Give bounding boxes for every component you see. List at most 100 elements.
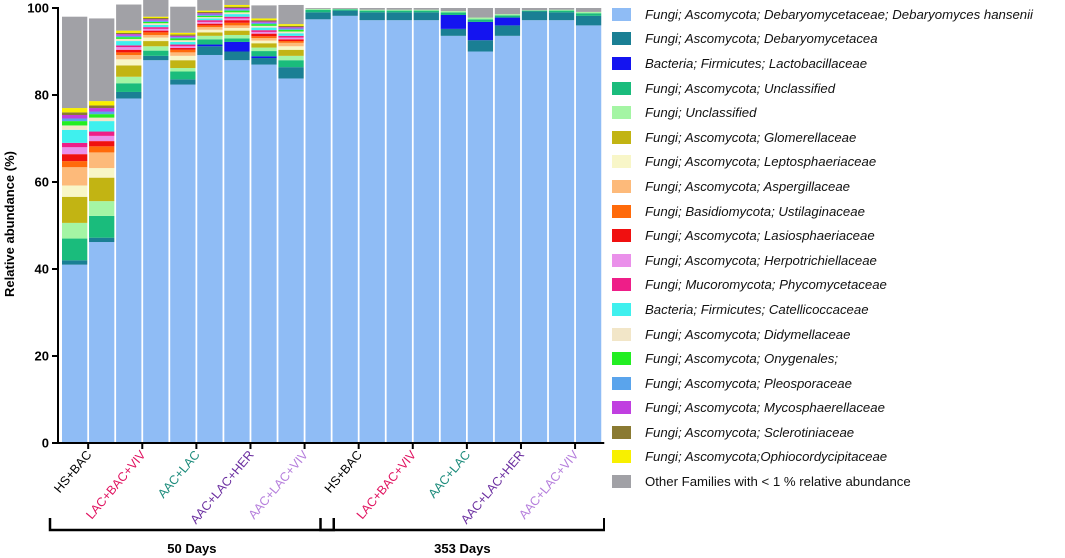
- bar-segment: [170, 32, 196, 35]
- bar-segment: [305, 19, 331, 444]
- bar-segment: [197, 44, 223, 47]
- bar-segment: [62, 129, 88, 143]
- bar-segment: [224, 4, 250, 7]
- bar-segment: [62, 118, 88, 122]
- bar-segment: [251, 33, 277, 37]
- bar-segment: [116, 45, 142, 48]
- bar-segment: [116, 38, 142, 42]
- x-tick-label: HS+BAC: [51, 448, 94, 496]
- legend-item: Fungi; Ascomycota; Mycosphaerellaceae: [612, 396, 1062, 421]
- legend-label: Fungi; Ascomycota;Ophiocordycipitaceae: [645, 449, 888, 465]
- bar-column: [332, 8, 358, 444]
- bar-segment: [251, 51, 277, 57]
- legend-label: Fungi; Ascomycota; Lasiosphaeriaceae: [645, 228, 875, 244]
- bar-segment: [89, 242, 115, 443]
- bar-segment: [116, 59, 142, 66]
- bar-segment: [170, 40, 196, 42]
- bar-segment: [278, 29, 304, 32]
- bar-segment: [278, 49, 304, 56]
- bar-segment: [197, 35, 223, 40]
- bar-segment: [467, 8, 494, 18]
- bar-segment: [494, 25, 521, 36]
- bar-segment: [278, 46, 304, 50]
- bar-segment: [251, 56, 277, 59]
- legend-label: Fungi; Ascomycota; Herpotrichiellaceae: [645, 252, 877, 268]
- bar-segment: [116, 54, 142, 60]
- bar-segment: [143, 27, 169, 29]
- bar-segment: [575, 25, 602, 444]
- bar-segment: [386, 20, 412, 444]
- bar-segment: [251, 25, 277, 28]
- x-tick-label: AAC+LAC+VIV: [246, 447, 312, 521]
- bar-segment: [278, 33, 304, 36]
- bar-segment: [332, 9, 358, 11]
- group-bracket: [48, 518, 335, 532]
- bar-segment: [278, 41, 304, 43]
- bar-segment: [224, 25, 250, 29]
- legend-item: Fungi; Ascomycota; Unclassified: [612, 76, 1062, 101]
- bar-segment: [143, 18, 169, 20]
- bar-segment: [305, 8, 331, 9]
- bar-segment: [143, 32, 169, 35]
- bar-segment: [143, 41, 169, 47]
- bar-column: [170, 6, 196, 443]
- bar-segment: [251, 27, 277, 31]
- bar-segment: [251, 22, 277, 25]
- bar-segment: [170, 55, 196, 61]
- bar-segment: [494, 35, 521, 444]
- bar-segment: [467, 51, 494, 443]
- bar-segment: [224, 41, 250, 52]
- y-axis-label: Relative abundance (%): [2, 151, 17, 297]
- bar-segment: [359, 10, 385, 13]
- bar-segment: [548, 10, 575, 13]
- legend-label: Bacteria; Firmicutes; Lactobacillaceae: [645, 55, 868, 71]
- bar-segment: [170, 84, 196, 443]
- bar-segment: [278, 67, 304, 79]
- bar-segment: [548, 8, 575, 10]
- legend-label: Fungi; Ascomycota; Glomerellaceae: [645, 129, 857, 145]
- bar-column: [251, 5, 277, 444]
- bar-segment: [548, 12, 575, 21]
- legend-item: Fungi; Ascomycota; Debaryomycetaceae; De…: [612, 2, 1062, 27]
- legend-swatch: [612, 204, 631, 218]
- y-tick-label: 100: [27, 1, 49, 16]
- legend-label: Fungi; Ascomycota; Leptosphaeriaceae: [645, 154, 877, 170]
- bar-segment: [197, 0, 223, 11]
- bar-segment: [197, 29, 223, 33]
- bar-segment: [89, 131, 115, 136]
- bar-segment: [170, 60, 196, 69]
- bar-segment: [251, 24, 277, 26]
- legend-label: Fungi; Unclassified: [645, 105, 757, 121]
- legend-item: Fungi; Ascomycota; Didymellaceae: [612, 322, 1062, 347]
- legend-swatch: [612, 278, 631, 292]
- bar-segment: [116, 49, 142, 53]
- bar-column: [575, 8, 602, 444]
- legend-label: Fungi; Ascomycota; Sclerotiniaceae: [645, 424, 855, 440]
- bar-segment: [62, 238, 88, 261]
- bar-segment: [197, 10, 223, 12]
- legend-swatch: [612, 229, 631, 243]
- bar-segment: [251, 31, 277, 34]
- bar-segment: [224, 38, 250, 42]
- bar-segment: [278, 27, 304, 29]
- bar-segment: [143, 46, 169, 51]
- bar-segment: [89, 18, 115, 102]
- bar-column: [413, 8, 439, 444]
- bar-segment: [143, 23, 169, 25]
- bar-segment: [197, 15, 223, 18]
- bar-segment: [143, 34, 169, 38]
- legend-item: Fungi; Ascomycota; Aspergillaceae: [612, 174, 1062, 199]
- bar-segment: [143, 19, 169, 21]
- bar-segment: [170, 79, 196, 85]
- bar-segment: [170, 46, 196, 49]
- bar-segment: [143, 37, 169, 42]
- y-tick-label: 60: [35, 175, 49, 190]
- bars-layer: [62, 0, 602, 444]
- bar-segment: [224, 18, 250, 21]
- legend-label: Fungi; Ascomycota; Unclassified: [645, 80, 836, 96]
- bar-segment: [467, 17, 494, 20]
- bar-segment: [278, 24, 304, 26]
- bar-segment: [224, 6, 250, 8]
- bar-segment: [440, 35, 466, 444]
